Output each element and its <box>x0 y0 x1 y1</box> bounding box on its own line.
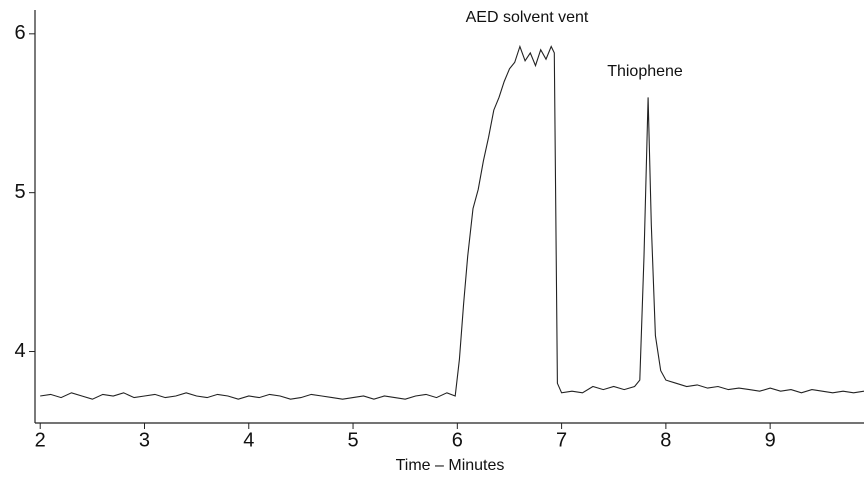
annotation: Thiophene <box>607 63 683 80</box>
signal-line <box>40 44 864 400</box>
x-tick-label: 9 <box>765 429 776 451</box>
x-tick-label: 5 <box>347 429 358 451</box>
x-tick-label: 7 <box>556 429 567 451</box>
y-tick-label: 4 <box>14 340 25 362</box>
x-tick-label: 6 <box>452 429 463 451</box>
y-tick-label: 6 <box>14 22 25 44</box>
y-tick-label: 5 <box>14 181 25 203</box>
x-tick-label: 4 <box>243 429 254 451</box>
annotation: AED solvent vent <box>466 9 589 26</box>
x-tick-label: 3 <box>139 429 150 451</box>
x-axis-label: Time – Minutes <box>396 457 505 474</box>
x-tick-label: 8 <box>660 429 671 451</box>
x-tick-label: 2 <box>35 429 46 451</box>
